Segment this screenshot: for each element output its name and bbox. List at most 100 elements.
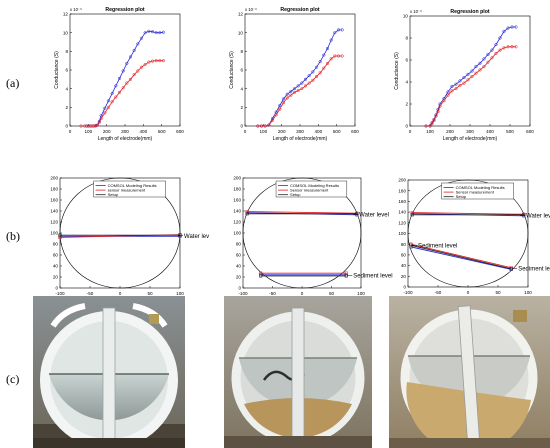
data-point [506, 45, 510, 49]
y-tick-label: 100 [233, 231, 241, 236]
y-tick-label: 140 [233, 209, 241, 214]
x-tick-label: 0 [409, 129, 412, 134]
data-point [311, 70, 315, 74]
data-point [333, 31, 337, 35]
level-line [410, 243, 512, 269]
data-point [474, 71, 478, 75]
level-marker [58, 233, 62, 237]
data-point [161, 59, 166, 63]
y-tick-label: 8 [240, 49, 243, 54]
x-tick-label: 50 [329, 291, 335, 296]
data-point [110, 100, 114, 104]
y-tick-label: 160 [398, 199, 406, 204]
x-tick-label: 100 [426, 129, 434, 134]
legend-entry: COMSOL Modeling Results [108, 183, 157, 188]
y-tick-label: 40 [401, 263, 407, 268]
tank-outline [242, 177, 362, 289]
data-point [121, 69, 125, 73]
data-point [270, 118, 275, 122]
data-point [121, 86, 125, 90]
data-point [470, 74, 474, 79]
annotation-label: Sediment level [418, 243, 457, 249]
data-point [329, 38, 333, 42]
x-tick-label: 100 [357, 291, 365, 296]
data-point [296, 88, 300, 93]
row-label-c: (c) [6, 372, 20, 386]
level-line [247, 211, 357, 214]
x-tick-label: 500 [158, 129, 166, 134]
chart-a1: 0 100 200 300 400 500 600 0 2 4 6 8 10 12 Regression p… [54, 7, 184, 142]
y-tick-label: 40 [53, 264, 59, 269]
legend-entry: Sensor measurement [456, 190, 495, 195]
y-tick-label: 2 [65, 105, 68, 110]
chart-b1: -100 -50 0 50 100 0 20 40 60 80 100 120 140 160 180 200… [50, 176, 209, 296]
x-tick-label: 300 [296, 129, 304, 134]
series-line [426, 46, 516, 127]
data-point [86, 124, 90, 128]
data-point [281, 101, 286, 105]
y-tick-label: 60 [401, 253, 407, 258]
legend-entry: COMSOL Modeling Results [456, 185, 505, 190]
level-marker [245, 212, 249, 216]
data-point [300, 87, 304, 91]
data-point [285, 92, 289, 96]
x-tick-label: 300 [466, 129, 474, 134]
y-tick-label: 0 [240, 124, 243, 129]
data-point [478, 61, 482, 65]
y-tick-label: 8 [65, 49, 68, 54]
x-tick-label: 100 [524, 290, 532, 295]
plot-area [409, 15, 531, 127]
chart-a3: 0 100 200 300 400 500 600 0 2 4 6 8 10 Regression plo… [394, 9, 534, 142]
data-point [143, 31, 147, 35]
data-point [438, 104, 442, 108]
y-tick-label: 10 [238, 30, 244, 35]
x-tick-label: 600 [176, 129, 184, 134]
x-axis-label: Length of electrode(mm) [443, 136, 498, 142]
x-tick-label: 500 [506, 129, 514, 134]
data-point [90, 124, 94, 128]
data-point [442, 99, 446, 103]
data-point [454, 87, 458, 91]
y-tick-label: 80 [401, 242, 407, 247]
data-point [303, 77, 308, 81]
level-marker [58, 235, 62, 239]
data-point [318, 60, 322, 64]
data-point [454, 82, 458, 86]
data-point [132, 73, 136, 77]
level-marker [355, 212, 359, 216]
data-point [147, 60, 151, 64]
data-point [114, 95, 118, 99]
y-tick-label: 6 [240, 68, 243, 73]
data-point [498, 36, 502, 40]
chart-title: Regression plot [105, 7, 144, 13]
y-tick-label: 2 [240, 105, 243, 110]
x-axis-label: Length of electrode(mm) [98, 136, 153, 142]
data-point [336, 54, 341, 58]
chart-a2: 0 100 200 300 400 500 600 0 2 4 6 8 10 12 Regression p… [229, 7, 359, 142]
data-point [139, 65, 144, 69]
data-point [289, 93, 293, 97]
data-point [502, 46, 506, 50]
level-line [410, 244, 512, 270]
y-exponent: x 10⁻³ [70, 7, 82, 12]
y-tick-label: 200 [50, 176, 58, 181]
y-tick-label: 160 [233, 198, 241, 203]
data-point [446, 90, 450, 94]
data-point [95, 123, 100, 127]
data-point [450, 89, 454, 93]
y-tick-label: 0 [238, 286, 241, 291]
y-tick-label: 200 [398, 178, 406, 183]
data-point [333, 54, 337, 58]
x-tick-label: 50 [147, 291, 153, 296]
data-point [446, 93, 450, 97]
y-tick-label: 80 [236, 242, 242, 247]
y-tick-label: 6 [405, 58, 408, 63]
data-point [314, 74, 319, 79]
data-point [103, 111, 107, 115]
data-point [128, 55, 133, 59]
data-point [458, 79, 462, 83]
data-point [325, 61, 330, 66]
data-point [88, 124, 92, 128]
y-tick-label: 4 [405, 80, 408, 85]
